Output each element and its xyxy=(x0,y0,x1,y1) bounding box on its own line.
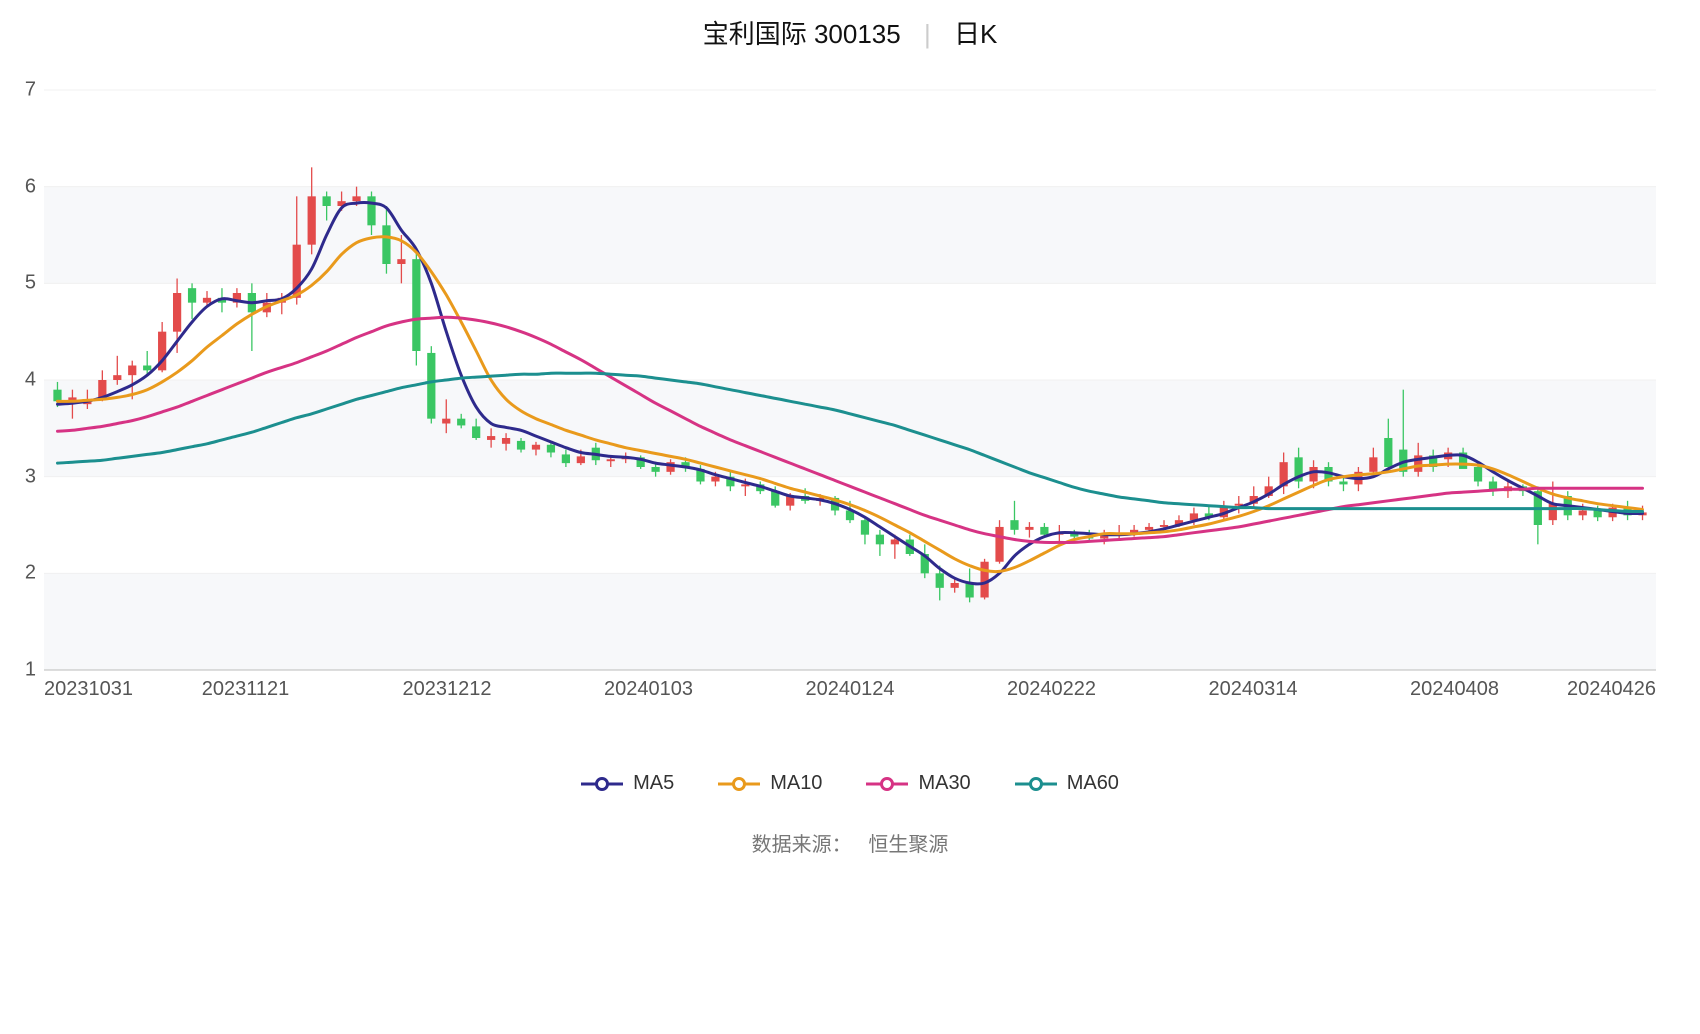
legend-item-ma5[interactable]: MA5 xyxy=(581,772,674,795)
source-label: 数据来源： xyxy=(752,834,852,856)
y-tick-label: 2 xyxy=(25,562,36,585)
x-tick-label: 20240314 xyxy=(1209,678,1298,701)
legend-swatch-icon xyxy=(1015,775,1057,793)
x-tick-label: 20240426 xyxy=(1567,678,1656,701)
legend-swatch-icon xyxy=(581,775,623,793)
stock-chart: 宝利国际 300135 | 日K 1 2 3 4 5 6 7 20231031 2023112… xyxy=(0,0,1700,1034)
y-tick-label: 5 xyxy=(25,272,36,295)
data-source: 数据来源： 恒生聚源 xyxy=(0,828,1700,857)
x-tick-label: 20231212 xyxy=(403,678,492,701)
x-axis: 20231031 20231121 20231212 20240103 20240124… xyxy=(44,678,1656,708)
x-tick-label: 20240124 xyxy=(806,678,895,701)
legend: MA5 MA10 MA30 MA60 xyxy=(0,772,1700,799)
legend-swatch-icon xyxy=(866,775,908,793)
legend-swatch-icon xyxy=(718,775,760,793)
legend-label: MA10 xyxy=(770,772,822,795)
chart-period: 日K xyxy=(954,19,997,49)
plot-area xyxy=(44,90,1656,670)
legend-label: MA60 xyxy=(1067,772,1119,795)
y-tick-label: 6 xyxy=(25,175,36,198)
x-tick-label: 20231031 xyxy=(44,678,133,701)
legend-label: MA5 xyxy=(633,772,674,795)
legend-item-ma60[interactable]: MA60 xyxy=(1015,772,1119,795)
title-separator: | xyxy=(924,19,931,49)
x-tick-label: 20240222 xyxy=(1007,678,1096,701)
y-tick-label: 4 xyxy=(25,369,36,392)
y-tick-label: 7 xyxy=(25,79,36,102)
x-tick-label: 20240408 xyxy=(1410,678,1499,701)
y-axis: 1234567 xyxy=(0,90,40,670)
source-value: 恒生聚源 xyxy=(868,834,948,856)
stock-name-code: 宝利国际 300135 xyxy=(703,19,901,49)
legend-item-ma30[interactable]: MA30 xyxy=(866,772,970,795)
y-tick-label: 3 xyxy=(25,465,36,488)
x-tick-label: 20231121 xyxy=(202,678,290,701)
y-tick-label: 1 xyxy=(25,659,36,682)
legend-item-ma10[interactable]: MA10 xyxy=(718,772,822,795)
x-tick-label: 20240103 xyxy=(604,678,693,701)
chart-title: 宝利国际 300135 | 日K xyxy=(0,14,1700,51)
plot-svg xyxy=(44,90,1656,670)
legend-label: MA30 xyxy=(918,772,970,795)
